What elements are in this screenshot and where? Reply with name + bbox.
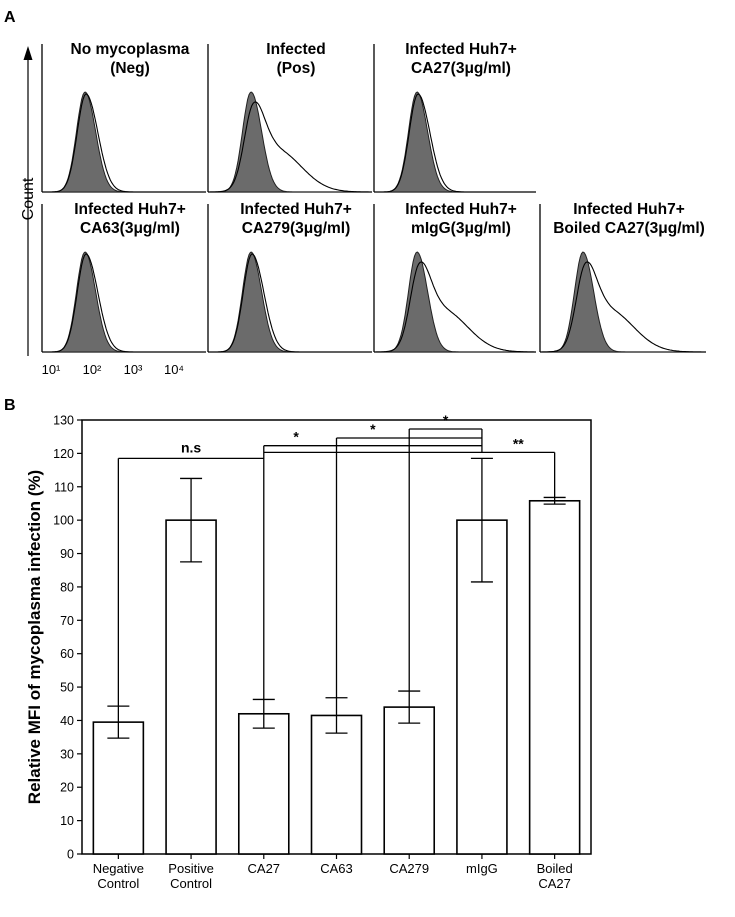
histogram-negative-peak (374, 91, 536, 193)
bar-5 (383, 706, 436, 855)
histogram-title-line1: Infected Huh7+ (573, 201, 685, 218)
y-tick-label: 110 (54, 480, 74, 494)
y-tick-label: 50 (60, 681, 74, 695)
histogram-negative-peak (208, 251, 372, 353)
count-axis-arrow (23, 46, 33, 60)
histogram-5: Infected Huh7+ CA279(3μg/ml) (207, 201, 372, 353)
histogram-title-line1: No mycoplasma (71, 41, 190, 58)
histogram-3: Infected Huh7+ CA27(3μg/ml) (373, 41, 536, 193)
y-tick-label: 0 (67, 848, 74, 862)
histogram-negative-peak (540, 251, 706, 353)
y-tick-label: 60 (60, 647, 74, 661)
histogram-sample-outline (374, 261, 536, 353)
y-tick-label: 130 (53, 414, 74, 428)
panel-b-bar-chart: 0 10 20 30 40 50 60 70 80 90 100 110 120 130 Relative … (25, 412, 592, 891)
bar-1 (92, 721, 145, 855)
histogram-title-line2: CA27(3μg/ml) (411, 60, 511, 77)
decade-label: 10¹ (42, 362, 61, 377)
y-tick-label: 20 (60, 781, 74, 795)
bar-3 (237, 712, 290, 855)
bar-4 (310, 714, 363, 855)
x-tick-label: Boiled (537, 861, 573, 876)
decade-label: 10³ (124, 362, 143, 377)
sig-label-ca63: * (370, 421, 376, 437)
bar-7 (528, 499, 581, 855)
bar-2 (165, 519, 217, 855)
histogram-4: Infected Huh7+ CA63(3μg/ml) (41, 201, 206, 353)
histogram-title-line1: Infected Huh7+ (405, 201, 517, 218)
y-tick-label: 30 (60, 747, 74, 761)
y-tick-label: 10 (60, 814, 74, 828)
decade-label: 10⁴ (164, 362, 184, 377)
y-tick-label: 70 (60, 614, 74, 628)
histogram-title-line1: Infected Huh7+ (74, 201, 186, 218)
x-tick-label: Positive (168, 861, 214, 876)
x-tick-label: CA63 (320, 861, 353, 876)
sig-label-ca27: * (293, 429, 299, 445)
decade-label: 10² (83, 362, 102, 377)
histogram-title-line1: Infected Huh7+ (405, 41, 517, 58)
x-tick-label: mIgG (466, 861, 498, 876)
sig-label-double-star: ** (513, 435, 524, 451)
histogram-sample-outline (374, 93, 536, 193)
histogram-1: No mycoplasma (Neg) (41, 41, 206, 193)
histogram-title-line2: (Neg) (110, 60, 150, 77)
sig-label-ca279: * (443, 412, 449, 428)
histogram-negative-peak (42, 251, 206, 353)
y-tick-label: 120 (53, 447, 74, 461)
histogram-title-line2: CA279(3μg/ml) (242, 220, 351, 237)
panel-a-histograms: No mycoplasma(Neg)Infected(Pos)Infected … (20, 41, 706, 377)
histogram-6: Infected Huh7+ mIgG(3μg/ml) (373, 201, 536, 353)
histogram-sample-outline (540, 261, 706, 353)
histogram-title-line2: CA63(3μg/ml) (80, 220, 180, 237)
histogram-title-line2: mIgG(3μg/ml) (411, 220, 511, 237)
histogram-sample-outline (42, 253, 206, 353)
x-tick-label: Negative (93, 861, 144, 876)
x-tick-label: CA27 (248, 861, 281, 876)
histogram-sample-outline (208, 101, 372, 193)
histogram-sample-outline (42, 93, 206, 193)
histogram-7: Infected Huh7+ Boiled CA27(3μg/ml) (539, 201, 706, 353)
y-tick-label: 90 (60, 547, 74, 561)
x-tick-label: CA27 (538, 876, 571, 891)
histogram-title-line2: Boiled CA27(3μg/ml) (553, 220, 705, 237)
panel-a-label: A (4, 9, 16, 26)
y-tick-label: 40 (60, 714, 74, 728)
histogram-sample-outline (208, 253, 372, 353)
count-axis-label: Count (20, 177, 37, 220)
histogram-title-line2: (Pos) (277, 60, 316, 77)
y-axis-label: Relative MFI of mycoplasma infection (%) (25, 470, 44, 804)
y-tick-label: 80 (60, 580, 74, 594)
x-tick-label: CA279 (389, 861, 429, 876)
histogram-title-line1: Infected Huh7+ (240, 201, 352, 218)
x-tick-label: Control (170, 876, 212, 891)
panel-b-label: B (4, 397, 16, 414)
sig-label-ns: n.s (181, 439, 201, 455)
histogram-title-line1: Infected (266, 41, 325, 58)
histogram-negative-peak (42, 91, 206, 193)
histogram-negative-peak (208, 91, 372, 193)
y-tick-label: 100 (53, 514, 74, 528)
x-tick-label: Control (97, 876, 139, 891)
histogram-negative-peak (374, 251, 536, 353)
histogram-2: Infected (Pos) (207, 41, 372, 193)
